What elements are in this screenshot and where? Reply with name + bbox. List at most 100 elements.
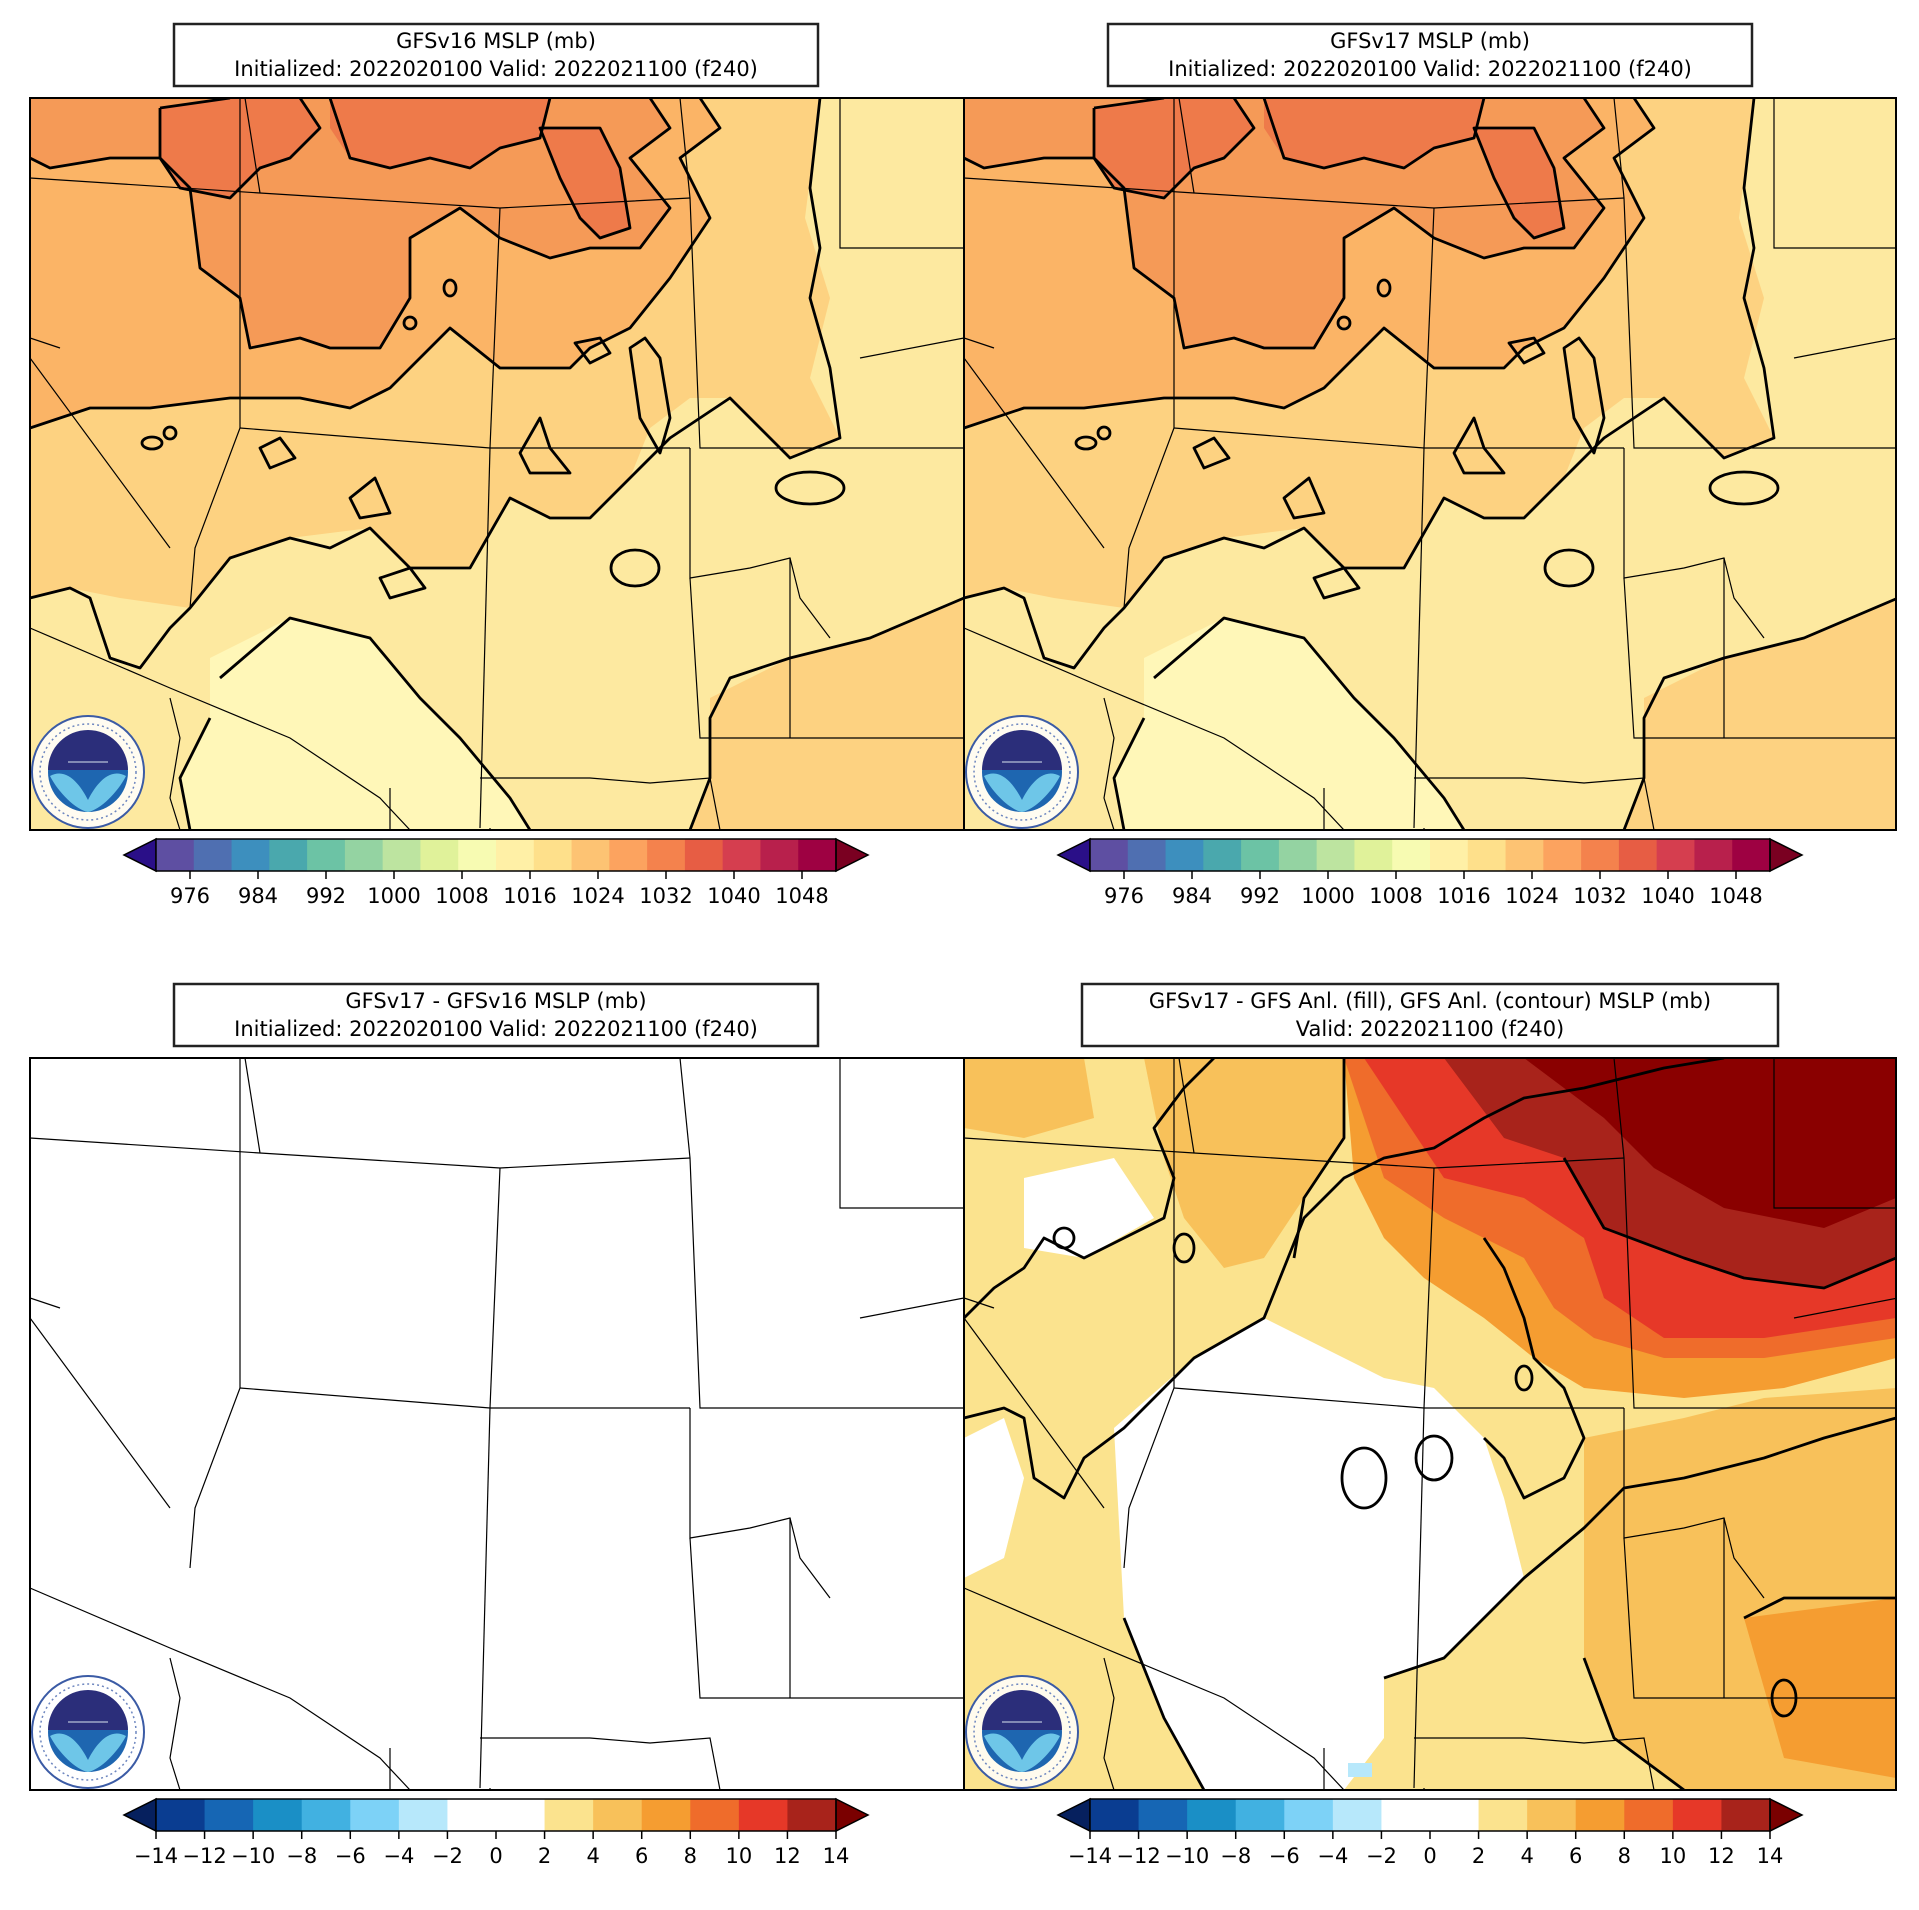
- colorbar-gfsv16: 976 984 992 1000 1008 1016 1024 1032 1040 1048: [122, 837, 870, 908]
- colorbar-extend-over: [835, 837, 870, 873]
- colorbar-segment: [1624, 1799, 1674, 1831]
- colorbar-tick-label: 1040: [1641, 884, 1694, 908]
- colorbar-tick-label: 1048: [775, 884, 828, 908]
- colorbar-segment: [1090, 839, 1129, 871]
- noaa-logo: [965, 715, 1079, 829]
- colorbar-segment: [1090, 1799, 1140, 1831]
- colorbar-segment: [1656, 839, 1695, 871]
- colorbar-tick-label: 984: [238, 884, 278, 908]
- colorbar-segment: [1672, 1799, 1722, 1831]
- colorbar-tick-label: 6: [1569, 1844, 1582, 1868]
- colorbar-tick-label: 984: [1172, 884, 1212, 908]
- colorbar-segment: [156, 839, 195, 871]
- colorbar-segment: [1430, 839, 1469, 871]
- panel-gfsv17: GFSv17 MSLP (mb) Initialized: 2022020100…: [963, 22, 1897, 831]
- colorbar-gfsv17: 976 984 992 1000 1008 1016 1024 1032 1040 1048: [1056, 837, 1804, 908]
- colorbar-diff: −14 −12 −10 −8 −6 −4 −2 0 2 4 6 8 10 12 14: [122, 1797, 870, 1868]
- colorbar-tick-label: 12: [774, 1844, 801, 1868]
- colorbar-tick-label: 10: [725, 1844, 752, 1868]
- colorbar-tick-label: 1016: [1437, 884, 1490, 908]
- map-gfsv17-fill: [964, 98, 1896, 830]
- colorbar-tick-label: 14: [823, 1844, 850, 1868]
- analysis-contours: [964, 1058, 1896, 1790]
- colorbar-segment: [1235, 1799, 1285, 1831]
- title-box: [172, 982, 820, 1048]
- colorbar-extend-over: [1769, 1797, 1804, 1833]
- colorbar-segment: [193, 839, 233, 871]
- colorbar-segment: [350, 1799, 400, 1831]
- colorbar-extend-under: [1056, 1797, 1091, 1833]
- panel-title-line1: GFSv17 - GFSv16 MSLP (mb): [345, 989, 646, 1013]
- colorbar-tick-label: 1000: [1301, 884, 1354, 908]
- colorbar-segment: [593, 1799, 643, 1831]
- colorbar-segment: [496, 839, 535, 871]
- colorbar-tick-label: 992: [306, 884, 346, 908]
- colorbar-segment: [307, 839, 346, 871]
- colorbar-tick-label: 4: [586, 1844, 599, 1868]
- colorbar-segment: [344, 839, 384, 871]
- colorbar-tick-label: 8: [1618, 1844, 1631, 1868]
- colorbar-segment: [458, 839, 497, 871]
- colorbar-segment: [533, 839, 573, 871]
- colorbar-segment: [1332, 1799, 1382, 1831]
- colorbar-segment: [301, 1799, 351, 1831]
- colorbar-tick-label: 10: [1659, 1844, 1686, 1868]
- colorbar-segment: [760, 839, 799, 871]
- colorbar-tick-label: 1032: [639, 884, 692, 908]
- colorbar-segment: [253, 1799, 303, 1831]
- colorbar-segment: [1278, 839, 1318, 871]
- colorbar-extend-under: [122, 1797, 157, 1833]
- colorbar-extend-over: [835, 1797, 870, 1833]
- colorbar-segment: [1478, 1799, 1528, 1831]
- colorbar-tick-label: 0: [1423, 1844, 1436, 1868]
- colorbar-tick-label: −8: [1220, 1844, 1251, 1868]
- colorbar-segment: [447, 1799, 497, 1831]
- title-box: [1106, 22, 1754, 88]
- panel-title-line2: Initialized: 2022020100 Valid: 202202110…: [234, 1017, 758, 1041]
- colorbar-tick-label: 14: [1757, 1844, 1784, 1868]
- anomaly-fill: [964, 1058, 1896, 1790]
- colorbar-extend-under: [1056, 837, 1091, 873]
- title-box: [1080, 982, 1780, 1048]
- colorbar-segment: [787, 1799, 837, 1831]
- colorbar-segment: [496, 1799, 546, 1831]
- colorbar-tick-label: 12: [1708, 1844, 1735, 1868]
- colorbar-tick-label: 8: [684, 1844, 697, 1868]
- colorbar-segment: [798, 839, 837, 871]
- colorbar-tick-label: −2: [432, 1844, 463, 1868]
- colorbar-segment: [1527, 1799, 1577, 1831]
- colorbar-tick-label: −2: [1366, 1844, 1397, 1868]
- colorbar-segment: [156, 1799, 206, 1831]
- colorbar-segment: [609, 839, 648, 871]
- map-gfsv16-fill: [30, 98, 964, 830]
- colorbar-segment: [1721, 1799, 1771, 1831]
- panel-title-line1: GFSv17 - GFS Anl. (fill), GFS Anl. (cont…: [1149, 989, 1711, 1013]
- colorbar-tick-label: −10: [231, 1844, 275, 1868]
- colorbar-tick-label: 1032: [1573, 884, 1626, 908]
- colorbar-segment: [382, 839, 421, 871]
- colorbar-segment: [420, 839, 459, 871]
- colorbar-segment: [684, 839, 724, 871]
- colorbar-tick-label: 6: [635, 1844, 648, 1868]
- panel-title-line2: Initialized: 2022020100 Valid: 202202110…: [234, 57, 758, 81]
- colorbar-tick-label: −4: [1317, 1844, 1348, 1868]
- colorbar-tick-label: 1000: [367, 884, 420, 908]
- colorbar-tick-label: 976: [170, 884, 210, 908]
- colorbar-tick-label: 0: [489, 1844, 502, 1868]
- panel-anomaly: GFSv17 - GFS Anl. (fill), GFS Anl. (cont…: [963, 982, 1897, 1791]
- noaa-logo: [31, 715, 145, 829]
- colorbar-anomaly: −14 −12 −10 −8 −6 −4 −2 0 2 4 6 8 10 12 14: [1056, 1797, 1804, 1868]
- colorbar-segment: [398, 1799, 448, 1831]
- colorbar-tick-label: 1024: [1505, 884, 1558, 908]
- colorbar-tick-label: 1048: [1709, 884, 1762, 908]
- panel-diff: GFSv17 - GFSv16 MSLP (mb) Initialized: 2…: [29, 982, 965, 1791]
- colorbar-segment: [1203, 839, 1242, 871]
- panel-title-line1: GFSv17 MSLP (mb): [1330, 29, 1530, 53]
- colorbar-tick-label: −14: [1068, 1844, 1112, 1868]
- colorbar-extend-over: [1769, 837, 1804, 873]
- colorbar-segment: [1354, 839, 1393, 871]
- colorbar-tick-label: −8: [286, 1844, 317, 1868]
- colorbar-segment: [1732, 839, 1771, 871]
- colorbar-segment: [1543, 839, 1582, 871]
- colorbar-tick-label: 976: [1104, 884, 1144, 908]
